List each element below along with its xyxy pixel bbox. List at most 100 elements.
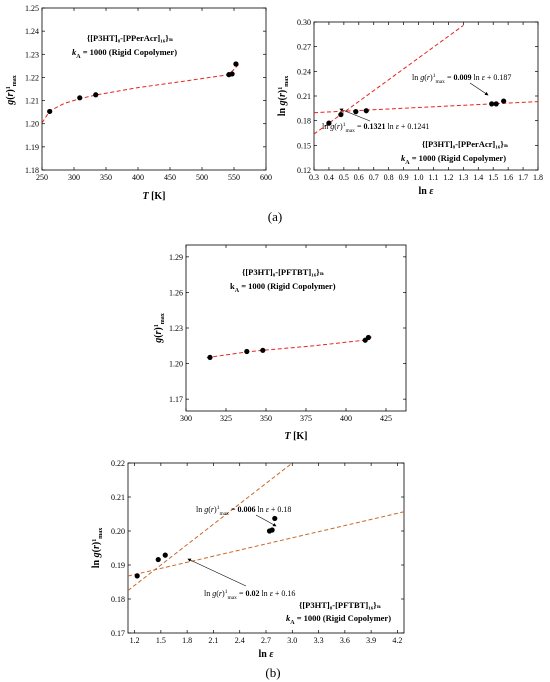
x-tick-label: 1.8 [533,173,543,182]
x-tick-label: 300 [180,414,192,423]
data-points [326,98,507,126]
x-tick-label: 0.3 [309,173,319,182]
x-tick-label: 1.0 [414,173,424,182]
y-ticks: 0.17 0.18 0.19 0.20 0.21 0.22 [111,459,404,638]
x-tick-label: 350 [100,173,112,182]
x-tick-label: 1.6 [503,173,513,182]
annotation-lower-arrow [339,108,371,122]
x-tick-label: 0.5 [339,173,349,182]
x-axis-label: T [K] [142,191,165,202]
y-ticks: 1.17 1.20 1.23 1.26 1.29 [169,253,406,404]
x-tick-label: 250 [36,173,48,182]
data-point [363,108,369,114]
chart-title-line1: {[P3HT]₈-[PPerAcr]₁₆}ₙ [87,33,174,43]
chart-b2-log-strain: 1.2 1.5 1.8 2.1 2.4 2.7 3.0 3.3 3.6 3.9 4.2 0.170.… [91,459,405,660]
x-tick-label: 300 [68,173,80,182]
y-tick-label: 0.20 [111,527,125,536]
linear-fit-line-2 [314,101,538,114]
y-tick-label: 0.12 [297,166,311,175]
x-tick-label: 400 [340,414,352,423]
y-tick-label: 1.19 [25,143,39,152]
x-tick-label: 2.4 [235,636,245,645]
x-tick-label: 425 [380,414,392,423]
y-tick-label: 1.24 [25,27,39,36]
x-tick-label: 0.7 [369,173,379,182]
y-tick-label: 0.18 [297,117,311,126]
y-tick-label: 0.21 [297,92,311,101]
y-tick-label: 1.22 [25,73,39,82]
data-point [93,92,99,98]
y-tick-label: 0.21 [111,493,125,502]
y-tick-label: 1.23 [169,324,183,333]
x-tick-label: 1.3 [458,173,468,182]
x-tick-label: 400 [132,173,144,182]
x-tick-label: 1.5 [488,173,498,182]
y-ticks: 0.12 0.15 0.18 0.21 0.24 0.27 0.30 [297,18,538,175]
x-tick-label: 2.7 [261,636,271,645]
x-tick-label: 350 [260,414,272,423]
chart-title-line2: kA = 1000 (Rigid Copolymer) [72,47,177,60]
data-point [365,334,371,341]
y-ticks: 1.18 1.19 1.20 1.21 1.22 1.23 1.24 1.25 [25,4,266,175]
x-tick-label: 3.3 [314,636,324,645]
linear-fit-line-1 [128,463,293,591]
panel-label-b: (b) [265,665,280,680]
x-axis-label: ln ε [419,186,435,197]
data-point [493,101,499,107]
data-points [134,515,278,579]
annotation-upper-fit: ln g(r)1max = 0.009 ln ε + 0.187 [412,73,511,85]
annotation-lower-fit: ln g(r)1max = 0.1321 ln ε + 0.1241 [322,122,429,134]
x-tick-label: 0.6 [354,173,364,182]
y-axis-label: g(r)1max [153,313,166,344]
annotation-upper-fit: ln g(r)1max = 0.006 ln ε + 0.18 [196,505,291,517]
data-point [272,515,278,522]
x-tick-label: 325 [220,414,232,423]
x-tick-label: 550 [228,173,240,182]
x-tick-label: 0.9 [399,173,409,182]
annotation-upper-arrow [255,514,277,527]
chart-title-line2: kA = 1000 (Rigid Copolymer) [230,281,336,294]
data-point [244,348,250,355]
plot-frame [41,7,267,171]
x-tick-label: 1.5 [156,636,166,645]
y-tick-label: 0.15 [297,141,311,150]
fit-lines [206,336,372,359]
y-axis-label: g(r)1max [5,75,18,106]
chart-a1-temperature: 250 300 350 400 450 500 550 600 1.18 1.19 1.20 1.2… [5,4,272,202]
y-tick-label: 1.23 [25,50,39,59]
data-point [229,71,235,77]
chart-title-line1: {[P3HT]₈-[PPerAcr]₁₆}ₙ [422,139,509,149]
x-axis-label: T [K] [284,431,307,442]
chart-title-line1: {[P3HT]₈-[PFTBT]₁₆}ₙ [242,267,325,277]
y-tick-label: 1.18 [25,166,39,175]
data-points [207,334,371,361]
chart-a2-log-strain: 0.3 0.4 0.5 0.6 0.7 0.8 0.9 1.0 1.1 1.2 1.3 1.4 1.5 1… [277,18,543,197]
x-tick-label: 1.8 [182,636,192,645]
y-tick-label: 1.21 [25,97,39,106]
x-tick-label: 3.9 [366,636,376,645]
y-tick-label: 1.20 [25,120,39,129]
y-tick-label: 0.27 [297,43,311,52]
y-tick-label: 0.30 [297,18,311,27]
y-tick-label: 0.17 [111,629,125,638]
fit-curve [206,336,372,359]
y-tick-label: 0.22 [111,459,125,468]
annotation-lower-fit: ln g(r)1max = 0.02 ln ε + 0.16 [204,589,295,601]
chart-title-line1: {[P3HT]₈-[PFTBT]₁₆}ₙ [299,600,382,610]
data-point [269,527,275,533]
x-tick-label: 500 [196,173,208,182]
x-tick-label: 0.4 [324,173,334,182]
y-axis-label: ln g(r)1max [277,76,290,116]
x-tick-label: 375 [300,414,312,423]
annotation-upper-arrow [469,82,489,96]
data-point [489,101,495,107]
data-point [501,98,507,104]
y-tick-label: 0.19 [111,561,125,570]
y-tick-label: 0.18 [111,595,125,604]
x-tick-label: 1.4 [473,173,483,182]
data-point [47,108,53,115]
x-tick-label: 2.1 [208,636,218,645]
x-tick-label: 450 [164,173,176,182]
data-point [155,556,161,563]
